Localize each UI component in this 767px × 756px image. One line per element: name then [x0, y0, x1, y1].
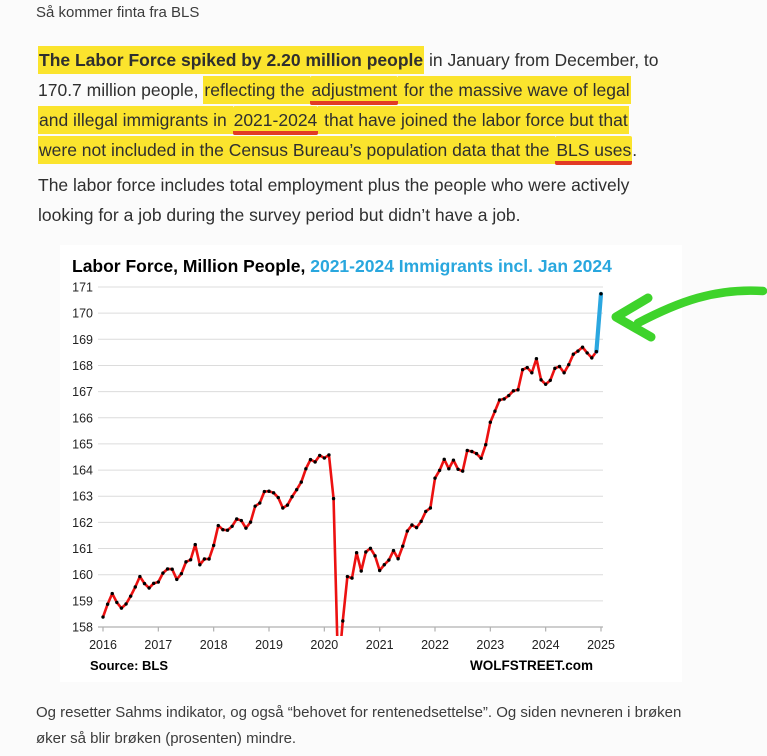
svg-text:162: 162 — [72, 516, 93, 530]
chart-background — [60, 245, 682, 682]
post-comment-top: Så kommer finta fra BLS — [36, 4, 200, 21]
highlighted-underlined-text: BLS uses — [555, 136, 633, 165]
svg-text:2016: 2016 — [89, 638, 117, 652]
svg-text:164: 164 — [72, 464, 93, 478]
post-comment-bottom: Og resetter Sahms indikator, og også “be… — [36, 700, 681, 752]
highlighted-text: and illegal immigrants in — [38, 106, 233, 134]
chart-title: Labor Force, Million People, 2021-2024 I… — [72, 256, 612, 277]
svg-text:2024: 2024 — [532, 638, 560, 652]
svg-text:158: 158 — [72, 621, 93, 635]
paragraph-line: were not included in the Census Bureau’s… — [38, 135, 659, 165]
highlighted-text: reflecting the — [203, 76, 311, 104]
svg-text:169: 169 — [72, 333, 93, 347]
chart-title-black: Labor Force, Million People, — [72, 256, 306, 276]
svg-text:160: 160 — [72, 568, 93, 582]
comment-line: øker så blir brøken (prosenten) mindre. — [36, 730, 297, 747]
svg-text:159: 159 — [72, 594, 93, 608]
svg-text:166: 166 — [72, 411, 93, 425]
paragraph-line: and illegal immigrants in 2021-2024 that… — [38, 105, 659, 135]
svg-text:165: 165 — [72, 437, 93, 451]
chart-source-label: Source: BLS — [90, 658, 169, 673]
svg-text:2017: 2017 — [144, 638, 172, 652]
highlighted-text: for the massive wave of legal — [398, 76, 631, 104]
svg-text:163: 163 — [72, 490, 93, 504]
paragraph-line: The labor force includes total employmen… — [38, 175, 630, 195]
svg-text:2018: 2018 — [200, 638, 228, 652]
svg-text:2019: 2019 — [255, 638, 283, 652]
plain-text: in January from December, to — [424, 50, 659, 70]
highlighted-underlined-text: adjustment — [310, 76, 399, 105]
highlighted-underlined-text: 2021-2024 — [232, 106, 319, 135]
highlighted-text: that have joined the labor force but tha… — [318, 106, 629, 134]
svg-text:2023: 2023 — [476, 638, 504, 652]
paragraph-line: The Labor Force spiked by 2.20 million p… — [38, 45, 659, 75]
chart-title-blue: 2021-2024 Immigrants incl. Jan 2024 — [305, 256, 612, 276]
svg-text:2025: 2025 — [587, 638, 615, 652]
plain-text: . — [632, 140, 638, 160]
quoted-paragraph: The Labor Force spiked by 2.20 million p… — [38, 45, 659, 165]
svg-text:2021: 2021 — [366, 638, 394, 652]
svg-text:161: 161 — [72, 542, 93, 556]
comment-line: Og resetter Sahms indikator, og også “be… — [36, 704, 682, 721]
paragraph-line: looking for a job during the survey peri… — [38, 205, 521, 225]
labor-force-chart: Labor Force, Million People, 2021-2024 I… — [60, 245, 767, 682]
svg-text:168: 168 — [72, 359, 93, 373]
highlighted-bold-text: The Labor Force spiked by 2.20 million p… — [38, 46, 425, 74]
svg-text:167: 167 — [72, 385, 93, 399]
svg-text:2022: 2022 — [421, 638, 449, 652]
highlighted-text: were not included in the Census Bureau’s… — [38, 136, 556, 164]
chart-watermark: WOLFSTREET.com — [469, 658, 593, 673]
body-paragraph: The labor force includes total employmen… — [38, 170, 629, 230]
svg-text:170: 170 — [72, 307, 93, 321]
paragraph-line: 170.7 million people, reflecting the adj… — [38, 75, 659, 105]
svg-text:171: 171 — [72, 281, 93, 295]
plain-text: 170.7 million people, — [38, 80, 204, 100]
svg-text:2020: 2020 — [310, 638, 338, 652]
chart-plot: 158 159 160 161 162 163 164 165 166 167 168 169 170 1… — [72, 281, 767, 652]
